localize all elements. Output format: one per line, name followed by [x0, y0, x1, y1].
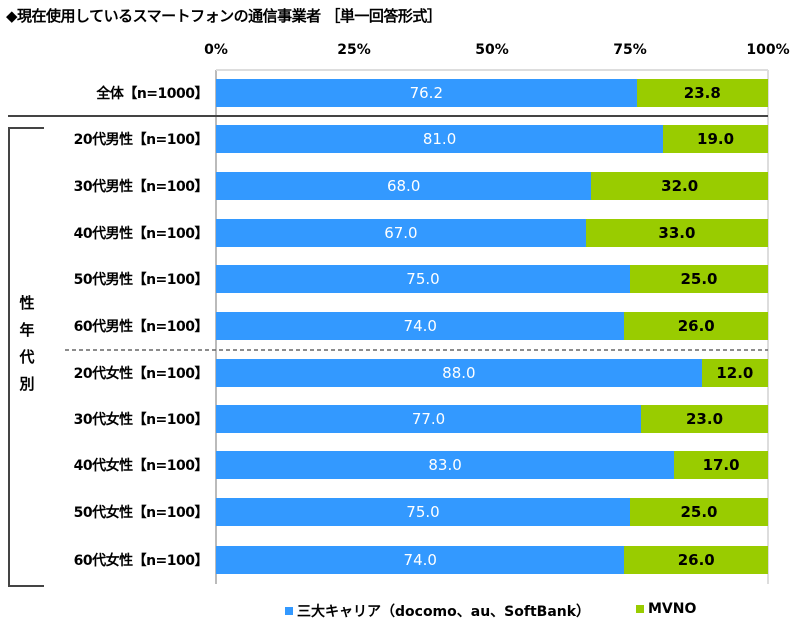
data-label: 12.0 [716, 364, 754, 382]
data-label: 67.0 [384, 224, 418, 242]
legend-label: 三大キャリア（docomo、au、SoftBank） [297, 604, 591, 620]
bar-mvno: 12.0 [701, 359, 768, 387]
bar-mvno: 25.0 [630, 265, 768, 293]
data-label: 26.0 [677, 317, 715, 335]
category-label: 20代女性【n=100】 [73, 366, 209, 382]
bar-carriers: 74.0 [216, 546, 625, 574]
data-label: 26.0 [677, 551, 715, 569]
bar-mvno: 23.8 [636, 79, 768, 107]
data-label: 75.0 [406, 503, 440, 521]
category-label: 全体【n=1000】 [96, 86, 208, 102]
legend-item-carriers: 三大キャリア（docomo、au、SoftBank） [285, 601, 590, 621]
bar-carriers: 68.0 [216, 172, 592, 200]
bar-carriers: 88.0 [216, 359, 702, 387]
bar-mvno: 33.0 [585, 219, 768, 247]
category-label: 60代女性【n=100】 [73, 553, 209, 569]
bar-mvno: 32.0 [591, 172, 768, 200]
data-label: 25.0 [680, 270, 718, 288]
data-label: 75.0 [406, 270, 440, 288]
data-label: 74.0 [403, 551, 437, 569]
bar-carriers: 74.0 [216, 312, 625, 340]
group-bracket [8, 127, 44, 587]
x-tick-label: 75% [613, 42, 647, 58]
category-label: 30代男性【n=100】 [73, 179, 209, 195]
bar-mvno: 23.0 [641, 405, 768, 433]
bar-carriers: 75.0 [216, 498, 630, 526]
data-label: 74.0 [403, 317, 437, 335]
x-tick-label: 50% [475, 42, 509, 58]
data-label: 77.0 [411, 410, 446, 428]
bar-mvno: 26.0 [624, 546, 768, 574]
legend-swatch-green [636, 605, 644, 613]
bar-mvno: 17.0 [674, 451, 768, 479]
group-label: 性年代別 [19, 294, 35, 393]
x-tick-label: 100% [746, 42, 790, 58]
category-label: 30代女性【n=100】 [73, 412, 209, 428]
data-label: 17.0 [702, 456, 740, 474]
bar-carriers: 81.0 [216, 125, 664, 153]
bar-carriers: 75.0 [216, 265, 630, 293]
data-label: 68.0 [386, 177, 421, 195]
data-label: 81.0 [422, 130, 457, 148]
bar-carriers: 76.2 [216, 79, 637, 107]
category-label: 50代女性【n=100】 [73, 505, 209, 521]
legend-label: MVNO [648, 601, 697, 617]
data-label: 33.0 [658, 224, 696, 242]
legend-item-mvno: MVNO [636, 601, 696, 617]
x-tick-label: 0% [204, 42, 228, 58]
bar-mvno: 25.0 [630, 498, 768, 526]
x-tick-label: 25% [337, 42, 371, 58]
data-label: 23.0 [686, 410, 724, 428]
bar-carriers: 67.0 [216, 219, 586, 247]
data-label: 19.0 [697, 130, 735, 148]
bar-mvno: 26.0 [624, 312, 768, 340]
category-label: 60代男性【n=100】 [73, 319, 209, 335]
category-label: 20代男性【n=100】 [73, 132, 209, 148]
data-label: 25.0 [680, 503, 718, 521]
bar-carriers: 83.0 [216, 451, 675, 479]
data-label: 83.0 [428, 456, 462, 474]
legend-swatch-blue [285, 607, 293, 615]
data-label: 76.2 [409, 84, 443, 102]
category-label: 40代男性【n=100】 [73, 226, 209, 242]
category-label: 50代男性【n=100】 [73, 272, 209, 288]
bar-mvno: 19.0 [663, 125, 768, 153]
bar-carriers: 77.0 [216, 405, 642, 433]
data-label: 88.0 [442, 364, 476, 382]
chart-title: ◆現在使用しているスマートフォンの通信事業者 ［単一回答形式］ [6, 7, 442, 25]
data-label: 23.8 [683, 84, 721, 102]
category-label: 40代女性【n=100】 [73, 458, 209, 474]
data-label: 32.0 [661, 177, 699, 195]
